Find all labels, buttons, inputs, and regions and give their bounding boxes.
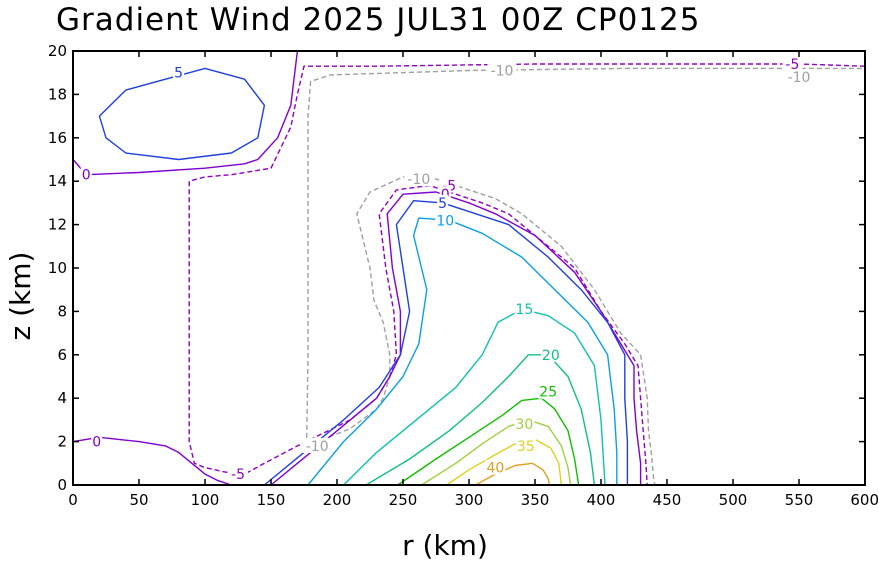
contour-label-11: 20 — [542, 348, 560, 364]
y-tick-label-7: 14 — [48, 172, 67, 190]
y-axis-label: z (km) — [4, 252, 37, 341]
y-tick-label-1: 2 — [57, 433, 67, 451]
contour-label-bg-8 — [437, 194, 449, 210]
x-tick-label-11: 550 — [785, 491, 814, 509]
contour-label-bg-4 — [784, 69, 814, 85]
contour-label-bg-12 — [538, 383, 559, 399]
contour-label-bg-10 — [514, 301, 535, 317]
contour-label-bg-13 — [514, 416, 535, 432]
contour-line-3-0 — [98, 67, 266, 161]
x-tick-label-9: 450 — [653, 491, 682, 509]
contour-label-15: 40 — [486, 461, 504, 477]
contour-label-3: -5 — [785, 57, 799, 73]
contour-line-0-0 — [305, 67, 865, 446]
y-tick-label-2: 4 — [57, 389, 67, 407]
contour-label-8: 5 — [438, 196, 447, 212]
contour-label-bg-16 — [91, 433, 103, 449]
x-tick-label-4: 200 — [323, 491, 352, 509]
y-tick-label-4: 8 — [57, 302, 67, 320]
contour-label-5: -10 — [407, 172, 430, 188]
contour-label-bg-5 — [404, 171, 434, 187]
contour-label-2: -10 — [491, 64, 514, 80]
contour-label-16: 0 — [92, 435, 101, 451]
x-tick-label-12: 600 — [850, 491, 879, 509]
contour-label-17: -5 — [231, 467, 245, 483]
contour-label-18: -10 — [306, 439, 329, 455]
plot-frame — [72, 50, 866, 486]
contour-line-6-0 — [365, 354, 596, 486]
contour-label-bg-7 — [439, 186, 451, 202]
contour-label-bg-11 — [540, 346, 561, 362]
contour-line-2-0 — [72, 50, 299, 176]
contour-line-7-0 — [397, 397, 580, 486]
x-tick-label-10: 500 — [719, 491, 748, 509]
y-tick-label-0: 0 — [57, 476, 67, 494]
x-tick-label-8: 400 — [587, 491, 616, 509]
contour-label-layer: 50-10-5-10-10-505101520253035400-5-10 — [80, 56, 814, 483]
y-tick-label-8: 16 — [48, 129, 67, 147]
axis-ticks: 0 50 100 150 200 250 300 350 400 450 500 550 6000246… — [48, 42, 879, 509]
contour-label-4: -10 — [788, 70, 811, 86]
contour-label-1: 0 — [82, 168, 91, 184]
contour-line-2-2 — [270, 191, 642, 486]
contour-label-bg-15 — [485, 459, 506, 475]
y-tick-label-3: 6 — [57, 346, 67, 364]
contour-label-bg-17 — [228, 466, 248, 482]
x-tick-label-7: 350 — [521, 491, 550, 509]
contour-label-9: 10 — [436, 213, 454, 229]
contour-label-0: 5 — [174, 66, 183, 82]
contour-label-10: 15 — [516, 302, 534, 318]
contour-label-bg-18 — [302, 437, 332, 453]
contour-label-bg-0 — [173, 64, 185, 80]
chart-title: Gradient Wind 2025 JUL31 00Z CP0125 — [56, 2, 700, 38]
y-tick-label-5: 10 — [48, 259, 67, 277]
x-tick-label-6: 300 — [455, 491, 484, 509]
contour-label-bg-3 — [782, 56, 803, 72]
x-tick-label-0: 0 — [68, 491, 78, 509]
contour-line-5-0 — [343, 308, 606, 486]
contour-label-13: 30 — [516, 417, 534, 433]
x-tick-label-5: 250 — [389, 491, 418, 509]
contour-line-1-0 — [188, 63, 866, 486]
contour-label-bg-1 — [80, 166, 92, 182]
x-tick-label-2: 100 — [191, 491, 220, 509]
contour-label-bg-9 — [435, 212, 456, 228]
x-axis-label: r (km) — [402, 529, 488, 561]
contour-label-14: 35 — [517, 439, 535, 455]
y-tick-label-9: 18 — [48, 85, 67, 103]
contour-layer — [72, 50, 866, 486]
y-tick-label-6: 12 — [48, 216, 67, 234]
x-tick-label-1: 50 — [129, 491, 148, 509]
contour-label-12: 25 — [539, 385, 557, 401]
y-tick-label-10: 20 — [48, 42, 67, 60]
contour-label-bg-2 — [487, 62, 517, 78]
contour-label-bg-14 — [515, 437, 536, 453]
contour-line-2-1 — [72, 436, 232, 486]
x-tick-label-3: 150 — [257, 491, 286, 509]
